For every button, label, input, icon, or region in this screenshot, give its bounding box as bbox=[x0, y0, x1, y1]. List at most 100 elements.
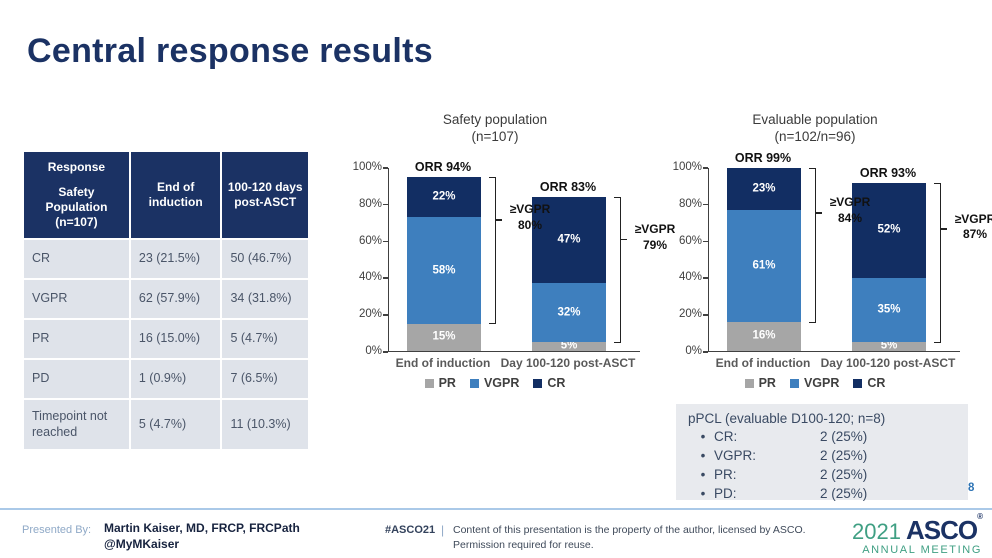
row-label: PD bbox=[24, 360, 129, 398]
y-axis-tick-label: 80% bbox=[678, 197, 702, 210]
y-axis-tick-mark bbox=[383, 351, 388, 353]
stacked-bar: 5% 32% 47% bbox=[532, 168, 606, 351]
segment-value-label: 58% bbox=[432, 263, 456, 276]
bar-segment-cr: 22% bbox=[407, 177, 481, 218]
chart-subtitle: (n=107) bbox=[471, 129, 519, 144]
orr-label: ORR 83% bbox=[539, 180, 597, 195]
row-post-value: 34 (31.8%) bbox=[222, 280, 308, 318]
y-axis-tick-mark bbox=[383, 277, 388, 279]
table-row: PD 1 (0.9%) 7 (6.5%) bbox=[24, 360, 308, 398]
legend-item: CR bbox=[533, 376, 565, 390]
y-axis-tick-label: 60% bbox=[678, 234, 702, 247]
plot-area: 16% 61% 23% 5% 35% 52% bbox=[708, 168, 960, 352]
orr-label: ORR 99% bbox=[734, 151, 792, 165]
registered-mark-icon: ® bbox=[977, 512, 983, 522]
table-row: PR 16 (15.0%) 5 (4.7%) bbox=[24, 320, 308, 358]
segment-value-label: 35% bbox=[877, 303, 901, 316]
segment-value-label: 5% bbox=[880, 339, 898, 352]
ppcl-item-label: VGPR: bbox=[714, 448, 757, 464]
y-axis-tick-label: 20% bbox=[678, 308, 702, 321]
bullet-icon: • bbox=[700, 486, 706, 502]
table-header-induction: End of induction bbox=[130, 152, 221, 238]
legend-swatch-icon bbox=[853, 378, 863, 388]
y-axis-tick-label: 80% bbox=[358, 197, 382, 210]
bar-segment-pr: 16% bbox=[727, 321, 801, 351]
disclaimer-text: Content of this presentation is the prop… bbox=[453, 524, 806, 551]
legend-swatch-icon bbox=[469, 378, 479, 388]
vgpr-bracket bbox=[614, 197, 627, 343]
bar-segment-cr: 47% bbox=[532, 197, 606, 284]
segment-value-label: 15% bbox=[432, 330, 456, 343]
bar-segment-vgpr: 61% bbox=[727, 210, 801, 322]
legend-label: VGPR bbox=[803, 376, 840, 390]
orr-label: ORR 93% bbox=[859, 165, 917, 180]
segment-value-label: 23% bbox=[752, 182, 776, 195]
y-axis-tick-mark bbox=[703, 351, 708, 353]
y-axis-tick-mark bbox=[703, 167, 708, 169]
presented-by-label: Presented By: bbox=[22, 524, 92, 536]
legend-swatch-icon bbox=[789, 378, 799, 388]
row-label: PR bbox=[24, 320, 129, 358]
legend-label: CR bbox=[867, 376, 886, 390]
bullet-icon: • bbox=[700, 448, 706, 464]
legend-item: VGPR bbox=[789, 376, 840, 390]
bullet-icon: • bbox=[700, 467, 706, 483]
row-induction-value: 1 (0.9%) bbox=[130, 360, 221, 398]
orr-label: ORR 94% bbox=[414, 160, 472, 175]
row-post-value: 11 (10.3%) bbox=[222, 400, 308, 450]
ppcl-item-label: PD: bbox=[714, 486, 737, 502]
ppcl-item-label: CR: bbox=[714, 429, 738, 444]
y-axis-tick-label: 40% bbox=[358, 271, 382, 284]
legend-label: PR bbox=[438, 376, 456, 390]
bracket-label: ≥VGPR 84% bbox=[829, 195, 871, 225]
row-post-value: 50 (46.7%) bbox=[222, 240, 308, 278]
bracket-tick bbox=[816, 211, 822, 214]
row-induction-value: 16 (15.0%) bbox=[130, 320, 221, 358]
bracket-label: ≥VGPR 79% bbox=[634, 222, 676, 252]
presenter-name: Martin Kaiser, MD, FRCP, FRCPath bbox=[104, 521, 300, 535]
ppcl-item-value: 2 (25%) bbox=[820, 448, 868, 464]
y-axis-tick-label: 20% bbox=[358, 308, 382, 321]
category-label: End of induction bbox=[715, 356, 811, 370]
segment-value-label: 52% bbox=[877, 223, 901, 236]
row-post-value: 5 (4.7%) bbox=[222, 320, 308, 358]
row-label: CR bbox=[24, 240, 129, 278]
ppcl-item-value: 2 (25%) bbox=[820, 429, 868, 444]
table-row: VGPR 62 (57.9%) 34 (31.8%) bbox=[24, 280, 308, 318]
legend-swatch-icon bbox=[533, 378, 543, 388]
y-axis-tick-mark bbox=[383, 167, 388, 169]
stacked-bar: 15% 58% 22% bbox=[407, 168, 481, 351]
legend-swatch-icon bbox=[424, 378, 434, 388]
category-label: End of induction bbox=[395, 356, 491, 370]
category-label: Day 100-120 post-ASCT bbox=[500, 356, 636, 370]
bullet-icon: • bbox=[700, 429, 706, 444]
row-induction-value: 5 (4.7%) bbox=[130, 400, 221, 450]
ppcl-title: pPCL (evaluable D100-120; n=8) bbox=[688, 411, 886, 426]
legend-label: CR bbox=[547, 376, 566, 390]
bracket-label: ≥VGPR 87% bbox=[954, 211, 992, 242]
segment-value-label: 16% bbox=[752, 329, 776, 342]
legend-item: PR bbox=[744, 376, 776, 390]
table-header-post-asct: 100-120 days post-ASCT bbox=[222, 152, 308, 238]
row-induction-value: 62 (57.9%) bbox=[130, 280, 221, 318]
vgpr-bracket bbox=[809, 168, 822, 323]
bar-segment-vgpr: 32% bbox=[532, 283, 606, 342]
ppcl-item: • PR: 2 (25%) bbox=[688, 465, 956, 484]
logo-year: 2021 bbox=[852, 519, 901, 544]
legend-item: CR bbox=[853, 376, 885, 390]
plot-area: 15% 58% 22% 5% 32% 47% bbox=[388, 168, 640, 352]
legend-item: PR bbox=[424, 376, 456, 390]
ppcl-summary-box: pPCL (evaluable D100-120; n=8) • CR: 2 (… bbox=[676, 404, 968, 502]
footer-separator: | bbox=[441, 523, 445, 537]
table-header-row: Response Safety Population (n=107) End o… bbox=[24, 152, 308, 238]
safety-population-chart: Safety population (n=107) 15% 58% 22% 5% 32%… bbox=[330, 108, 676, 408]
y-axis-tick-label: 100% bbox=[672, 161, 702, 173]
chart-title: Safety population bbox=[442, 112, 548, 127]
legend-label: PR bbox=[758, 376, 776, 390]
y-axis-tick-mark bbox=[383, 314, 388, 316]
segment-value-label: 22% bbox=[432, 190, 456, 203]
evaluable-population-chart: Evaluable population (n=102/n=96) 16% 61%… bbox=[650, 108, 992, 408]
vgpr-bracket bbox=[489, 177, 502, 325]
chart-title: Evaluable population bbox=[752, 112, 878, 127]
chart-legend: PR VGPR CR bbox=[650, 376, 980, 390]
